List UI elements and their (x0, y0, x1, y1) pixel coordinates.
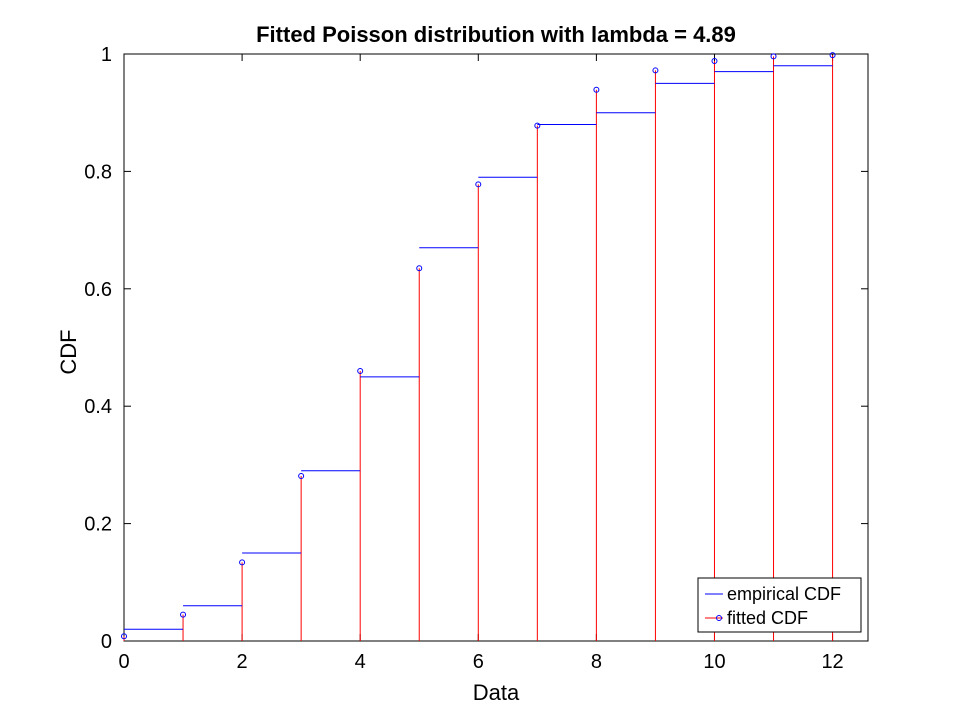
legend: empirical CDF fitted CDF (697, 577, 862, 633)
chart-title: Fitted Poisson distribution with lambda … (256, 22, 736, 47)
x-tick-label-6: 6 (473, 651, 484, 673)
y-tick-label-5: 1 (101, 44, 112, 66)
tick-labels: 0 2 4 6 8 10 12 0 0.2 0.4 0.6 0.8 1 (84, 44, 844, 673)
x-axis-label: Data (473, 680, 520, 705)
series-layer (121, 52, 836, 641)
y-tick-label-0: 0 (101, 631, 112, 653)
legend-label-empirical-cdf: empirical CDF (727, 584, 841, 604)
y-tick-label-3: 0.6 (84, 279, 112, 301)
legend-box (697, 577, 862, 633)
fitted-cdf-marker-4 (357, 367, 364, 374)
fitted-cdf-marker-3 (298, 473, 305, 480)
y-tick-label-2: 0.4 (84, 396, 112, 418)
x-tick-label-4: 4 (355, 651, 366, 673)
x-tick-label-8: 8 (591, 651, 602, 673)
fitted-cdf-marker-12 (829, 52, 836, 59)
fitted-cdf-marker-6 (475, 181, 482, 188)
x-tick-label-10: 10 (703, 651, 725, 673)
fitted-cdf-marker-7 (534, 122, 541, 129)
fitted-cdf-marker-2 (239, 559, 246, 566)
fitted-cdf-marker-8 (593, 86, 600, 93)
x-tick-label-2: 2 (237, 651, 248, 673)
x-tick-label-12: 12 (821, 651, 843, 673)
fitted-cdf-marker-11 (770, 53, 777, 60)
y-axis-label: CDF (56, 329, 81, 374)
fitted-cdf-marker-5 (416, 265, 423, 272)
x-tick-label-0: 0 (118, 651, 129, 673)
fitted-cdf-marker-1 (180, 611, 187, 618)
plot-area (123, 53, 869, 642)
legend-label-fitted-cdf: fitted CDF (727, 608, 808, 628)
legend-marker-fitted-cdf (716, 615, 722, 621)
fitted-cdf-marker-10 (711, 58, 718, 65)
fitted-cdf-marker-9 (652, 67, 659, 74)
fitted-cdf-marker-0 (121, 633, 127, 640)
y-tick-label-1: 0.2 (84, 514, 112, 536)
y-tick-label-4: 0.8 (84, 161, 112, 183)
